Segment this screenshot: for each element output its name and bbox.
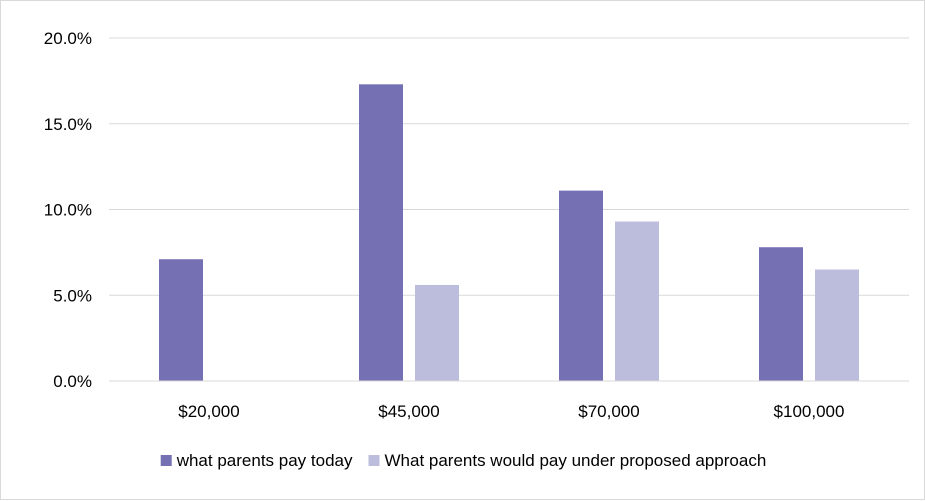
x-tick-label: $70,000	[578, 402, 639, 421]
legend-swatch	[160, 455, 172, 466]
legend-item-2: What parents would pay under proposed ap…	[368, 451, 766, 470]
legend-item-1: what parents pay today	[160, 451, 353, 470]
y-tick-label: 0.0%	[53, 372, 92, 391]
bar-series-1-category-4	[759, 247, 803, 381]
x-tick-label: $20,000	[178, 402, 239, 421]
y-tick-label: 20.0%	[44, 29, 92, 48]
x-axis-tick-labels: $20,000 $45,000 $70,000 $100,000	[178, 402, 844, 421]
y-tick-label: 10.0%	[44, 201, 92, 220]
legend-label: What parents would pay under proposed ap…	[384, 451, 766, 470]
bar-series-1-category-3	[559, 190, 603, 381]
x-tick-label: $45,000	[378, 402, 439, 421]
y-axis-tick-labels: 0.0% 5.0% 10.0% 15.0% 20.0%	[44, 29, 92, 391]
y-tick-label: 5.0%	[53, 286, 92, 305]
bar-series-2-category-2	[415, 284, 459, 381]
bar-series-2-category-3	[615, 221, 659, 381]
bar-series-1-category-1	[159, 259, 203, 381]
legend: what parents pay today What parents would…	[160, 451, 766, 470]
y-tick-label: 15.0%	[44, 115, 92, 134]
x-tick-label: $100,000	[774, 402, 845, 421]
bars	[159, 84, 859, 382]
bar-series-2-category-4	[815, 269, 859, 381]
legend-swatch	[368, 455, 380, 466]
bar-series-1-category-2	[359, 84, 403, 382]
legend-label: what parents pay today	[176, 451, 353, 470]
